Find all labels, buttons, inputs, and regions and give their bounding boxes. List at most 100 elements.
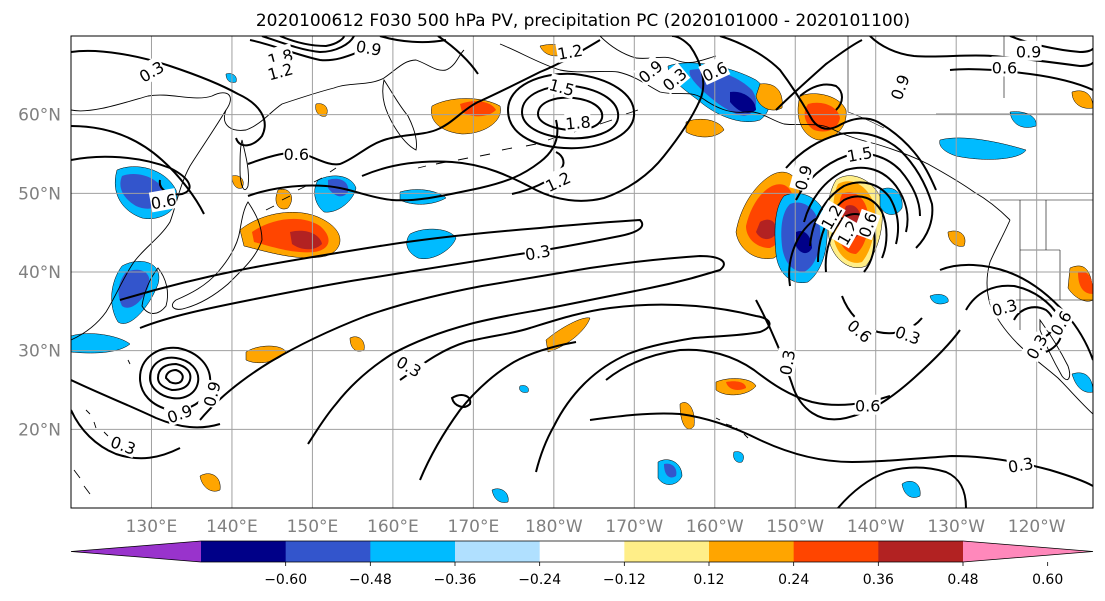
latitude-labels: 60°N 50°N 40°N 30°N 20°N [18,106,61,441]
pv-contour [71,49,266,147]
precip-blob [730,91,756,113]
coastline-japan [172,201,263,310]
pv-contour [361,36,705,202]
colorbar-tick-label: −0.12 [603,572,646,588]
precip-blob [726,381,746,390]
contour-label: 0.3 [523,239,553,264]
colorbar-segment [539,541,625,562]
colorbar-tick-label: −0.36 [434,572,477,588]
pv-contour [437,36,479,75]
contour-label-text: 0.9 [354,37,382,60]
precip-blob [1009,111,1037,128]
contour-label: 0.6 [854,394,881,416]
precip-blob [1071,90,1093,109]
colorbar-segment [455,541,541,562]
colorbar-outline [70,540,1094,563]
contour-label: 1.8 [564,110,592,134]
pv-contour [71,125,205,215]
pv-contour [279,36,345,48]
pv-contour [379,36,447,44]
contour-label: 0.3 [1005,451,1035,477]
precip-blob [929,294,949,305]
colorbar: −0.60 −0.48 −0.36 −0.24 −0.12 0.12 0.24 0.36 0.4… [70,540,1094,588]
coastline-islands [73,359,131,495]
pv-contour [71,379,221,429]
pv-contour [949,68,1093,91]
pv-contour [419,341,577,481]
contour-label-text: 1.8 [565,112,592,133]
contour-label: 0.9 [354,36,384,60]
latitude-tick-label: 50°N [18,184,61,204]
coastline-sakhalin [239,139,249,191]
pv-contours [71,36,1093,508]
precip-blob [519,385,529,393]
contour-label-text: 0.6 [992,58,1017,77]
latitude-tick-label: 60°N [18,106,61,126]
colorbar-segment [370,541,456,562]
pv-contour [156,362,192,392]
precip-blob [939,137,1027,160]
pv-contour [837,466,967,508]
coastline-asia [71,49,465,131]
longitude-tick-label: 160°E [367,517,419,537]
precip-blob [460,101,496,117]
latitude-tick-label: 30°N [18,342,61,362]
pv-contour [775,39,863,111]
pv-contour [589,412,1093,487]
coastline-kamchatka [382,78,417,151]
precip-blob [491,488,509,503]
colorbar-tick-label: 0.12 [693,572,724,588]
pv-contour [719,36,937,191]
contour-label-text: 0.6 [284,145,309,164]
colorbar-tick-label: −0.60 [264,572,307,588]
colorbar-segment [709,541,795,562]
coastline-kurils [265,167,337,211]
precip-blob [804,102,840,132]
pv-contour [199,254,725,445]
pv-contour [247,119,559,202]
coastline-alaska-north [599,36,717,63]
colorbar-tick-label: −0.24 [518,572,561,588]
contour-label: 1.2 [555,38,585,64]
pv-contour [788,213,851,287]
precip-blob [664,463,677,478]
pv-contour [605,348,891,406]
colorbar-extend-low [71,541,201,562]
coastline-north-america [986,219,1093,415]
pv-contour [965,284,1064,353]
colorbar-segment [624,541,710,562]
coastline-hawaii [715,417,749,439]
contour-label-text: 0.3 [524,241,552,264]
pv-contour [148,356,200,400]
longitude-tick-label: 130°W [927,517,985,537]
colorbar-segment [793,541,879,562]
precip-blob [1071,372,1093,393]
contour-label: 0.9 [1015,40,1042,62]
longitude-tick-label: 140°W [847,517,905,537]
map-panel: 0.3 1.81.20.9 1.21.51.80.60.61.20.30.9 0.60… [70,35,1094,509]
contour-label-text: 0.3 [776,348,799,376]
pv-contour [799,83,843,111]
contour-label: 0.3 [774,347,799,377]
colorbar-tick-label: −0.48 [349,572,392,588]
pv-contour [809,181,899,247]
colorbar-extend-high [963,541,1093,562]
precip-blob [1078,271,1093,294]
precip-blob [71,333,131,354]
pv-contour [817,195,888,263]
figure-title: 2020100612 F030 500 hPa PV, precipitatio… [256,11,910,31]
colorbar-segment [285,541,371,562]
pv-contour [785,131,934,249]
colorbar-segment [201,541,287,562]
precip-blob [756,219,777,240]
longitude-tick-label: 160°W [686,517,744,537]
pv-contour [119,218,644,329]
coastline-mainland-east-asia [71,109,227,341]
longitude-tick-label: 130°E [126,517,178,537]
precip-blob [315,103,328,117]
contour-label-text: 0.6 [149,190,177,213]
coastline-baja [1039,318,1071,380]
precip-blob [290,230,322,250]
longitude-tick-label: 120°W [1008,517,1066,537]
contour-label-text: 0.3 [1006,454,1034,477]
